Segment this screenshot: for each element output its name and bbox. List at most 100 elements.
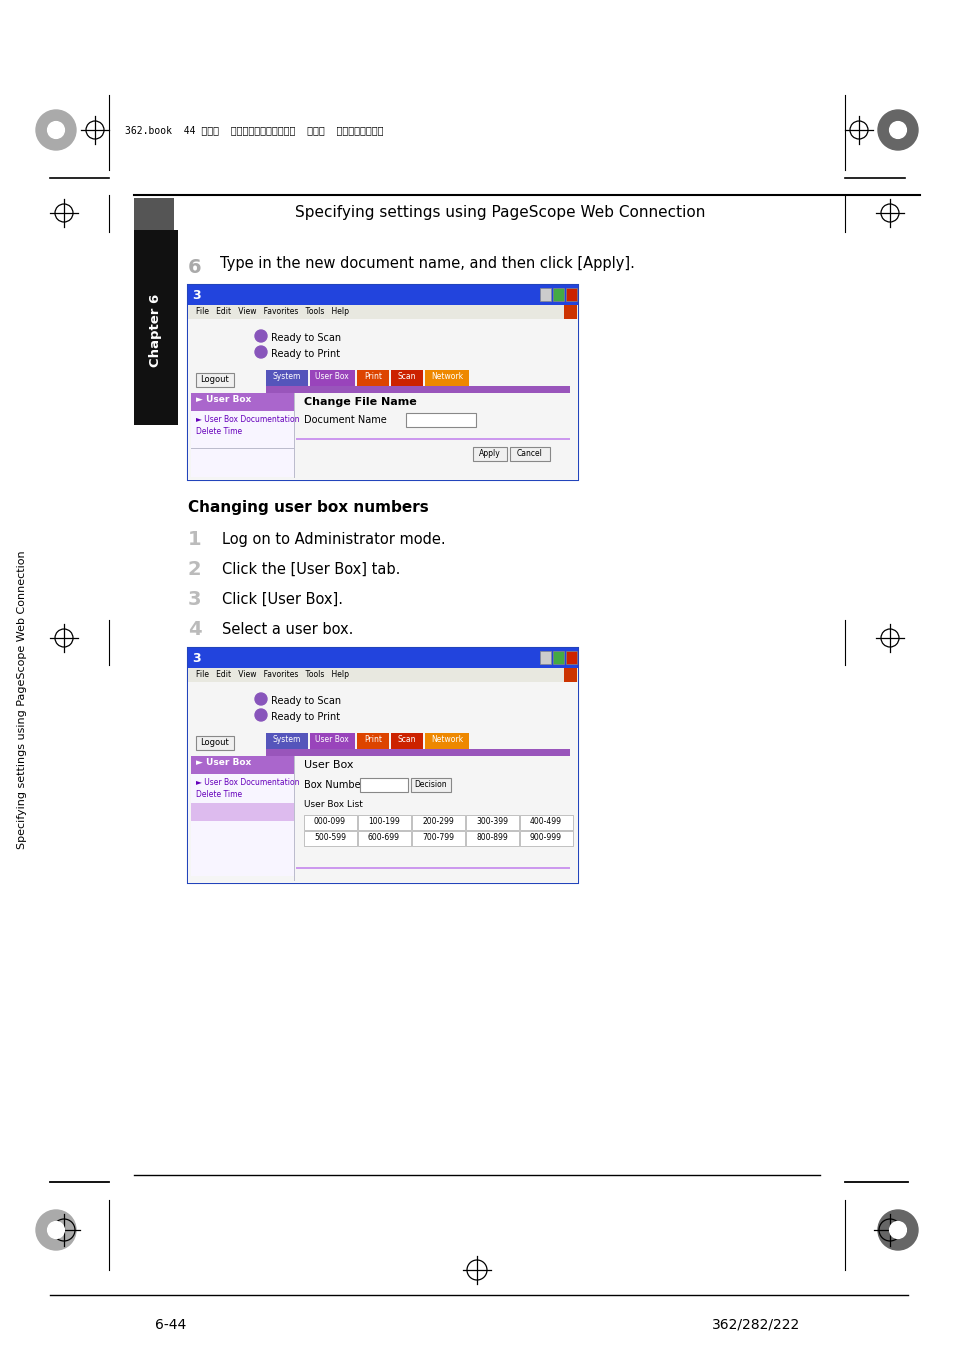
Text: Print: Print <box>364 734 381 744</box>
Text: 900-999: 900-999 <box>530 833 561 842</box>
FancyBboxPatch shape <box>391 733 422 749</box>
FancyBboxPatch shape <box>357 815 411 830</box>
Text: Ready to Scan: Ready to Scan <box>271 697 341 706</box>
Circle shape <box>888 1222 905 1238</box>
FancyBboxPatch shape <box>191 803 294 821</box>
Text: Delete Time: Delete Time <box>195 790 242 799</box>
Text: 700-799: 700-799 <box>421 833 454 842</box>
Text: User Box: User Box <box>304 760 354 770</box>
Text: 1: 1 <box>188 531 201 549</box>
Text: 000-099: 000-099 <box>314 817 346 826</box>
Text: 500-599: 500-599 <box>314 833 346 842</box>
Text: User Box: User Box <box>314 734 349 744</box>
Text: 600-699: 600-699 <box>368 833 399 842</box>
FancyBboxPatch shape <box>563 305 577 319</box>
FancyBboxPatch shape <box>188 285 578 481</box>
Text: Decision: Decision <box>415 780 447 788</box>
Text: Ready to Print: Ready to Print <box>271 711 340 722</box>
FancyBboxPatch shape <box>133 198 173 230</box>
Text: Network: Network <box>431 373 462 381</box>
FancyBboxPatch shape <box>191 393 294 477</box>
Text: Print: Print <box>364 373 381 381</box>
FancyBboxPatch shape <box>539 651 551 664</box>
FancyBboxPatch shape <box>412 832 464 846</box>
FancyBboxPatch shape <box>266 370 308 386</box>
Text: 6-44: 6-44 <box>154 1318 186 1332</box>
FancyBboxPatch shape <box>391 370 422 386</box>
FancyBboxPatch shape <box>519 832 573 846</box>
FancyBboxPatch shape <box>424 370 469 386</box>
Circle shape <box>36 1210 76 1250</box>
Text: 400-499: 400-499 <box>530 817 561 826</box>
Circle shape <box>254 329 267 342</box>
FancyBboxPatch shape <box>310 733 355 749</box>
FancyBboxPatch shape <box>565 651 577 664</box>
Text: 3: 3 <box>188 590 201 609</box>
FancyBboxPatch shape <box>563 668 577 682</box>
FancyBboxPatch shape <box>266 733 308 749</box>
FancyBboxPatch shape <box>565 288 577 301</box>
FancyBboxPatch shape <box>310 370 355 386</box>
Circle shape <box>48 122 65 139</box>
Text: 4: 4 <box>188 620 201 639</box>
FancyBboxPatch shape <box>357 832 411 846</box>
Text: Log on to Administrator mode.: Log on to Administrator mode. <box>222 532 445 547</box>
FancyBboxPatch shape <box>191 756 294 876</box>
FancyBboxPatch shape <box>412 815 464 830</box>
FancyBboxPatch shape <box>406 413 476 427</box>
Text: System: System <box>273 734 301 744</box>
Text: User Box: User Box <box>314 373 349 381</box>
Circle shape <box>254 346 267 358</box>
Text: 362/282/222: 362/282/222 <box>711 1318 800 1332</box>
Text: 3: 3 <box>192 652 200 666</box>
Text: Specifying settings using PageScope Web Connection: Specifying settings using PageScope Web … <box>294 204 704 220</box>
Text: Logout: Logout <box>200 375 229 383</box>
FancyBboxPatch shape <box>195 373 233 387</box>
FancyBboxPatch shape <box>295 867 569 869</box>
FancyBboxPatch shape <box>295 437 569 440</box>
FancyBboxPatch shape <box>266 749 569 756</box>
Text: Scan: Scan <box>397 734 416 744</box>
FancyBboxPatch shape <box>411 778 451 792</box>
FancyBboxPatch shape <box>188 668 578 682</box>
Circle shape <box>48 1222 65 1238</box>
Text: Select a user box.: Select a user box. <box>222 622 353 637</box>
FancyBboxPatch shape <box>519 815 573 830</box>
Text: ► User Box Documentation: ► User Box Documentation <box>195 778 299 787</box>
Text: Specifying settings using PageScope Web Connection: Specifying settings using PageScope Web … <box>17 551 27 849</box>
Text: Chapter 6: Chapter 6 <box>150 293 162 367</box>
Text: 362.book  44 ページ  ２００８年１０月２０日  月曜日  午前１１時３２分: 362.book 44 ページ ２００８年１０月２０日 月曜日 午前１１時３２分 <box>125 126 383 135</box>
Text: 2: 2 <box>188 560 201 579</box>
Text: Ready to Scan: Ready to Scan <box>271 333 341 343</box>
FancyBboxPatch shape <box>188 285 578 305</box>
FancyBboxPatch shape <box>188 305 578 319</box>
Text: Click [User Box].: Click [User Box]. <box>222 593 343 608</box>
FancyBboxPatch shape <box>188 648 578 668</box>
Text: Changing user box numbers: Changing user box numbers <box>188 500 428 514</box>
Text: ► User Box: ► User Box <box>195 757 251 767</box>
Text: 200-299: 200-299 <box>421 817 454 826</box>
FancyBboxPatch shape <box>191 393 294 410</box>
FancyBboxPatch shape <box>359 778 408 792</box>
FancyBboxPatch shape <box>424 733 469 749</box>
Text: File   Edit   View   Favorites   Tools   Help: File Edit View Favorites Tools Help <box>195 670 349 679</box>
FancyBboxPatch shape <box>539 288 551 301</box>
Text: User Box List: User Box List <box>304 801 362 809</box>
Circle shape <box>877 1210 917 1250</box>
Text: Type in the new document name, and then click [Apply].: Type in the new document name, and then … <box>220 256 634 271</box>
Text: System: System <box>273 373 301 381</box>
Text: Cancel: Cancel <box>517 450 542 458</box>
Text: Delete Time: Delete Time <box>195 427 242 436</box>
Text: 300-399: 300-399 <box>476 817 507 826</box>
FancyBboxPatch shape <box>195 736 233 751</box>
Circle shape <box>877 109 917 150</box>
Text: Logout: Logout <box>200 738 229 747</box>
FancyBboxPatch shape <box>188 648 578 883</box>
FancyBboxPatch shape <box>553 288 563 301</box>
FancyBboxPatch shape <box>188 319 578 481</box>
Text: 6: 6 <box>145 208 163 232</box>
FancyBboxPatch shape <box>356 370 389 386</box>
Text: 100-199: 100-199 <box>368 817 399 826</box>
Text: Click the [User Box] tab.: Click the [User Box] tab. <box>222 562 400 576</box>
FancyBboxPatch shape <box>133 230 178 425</box>
